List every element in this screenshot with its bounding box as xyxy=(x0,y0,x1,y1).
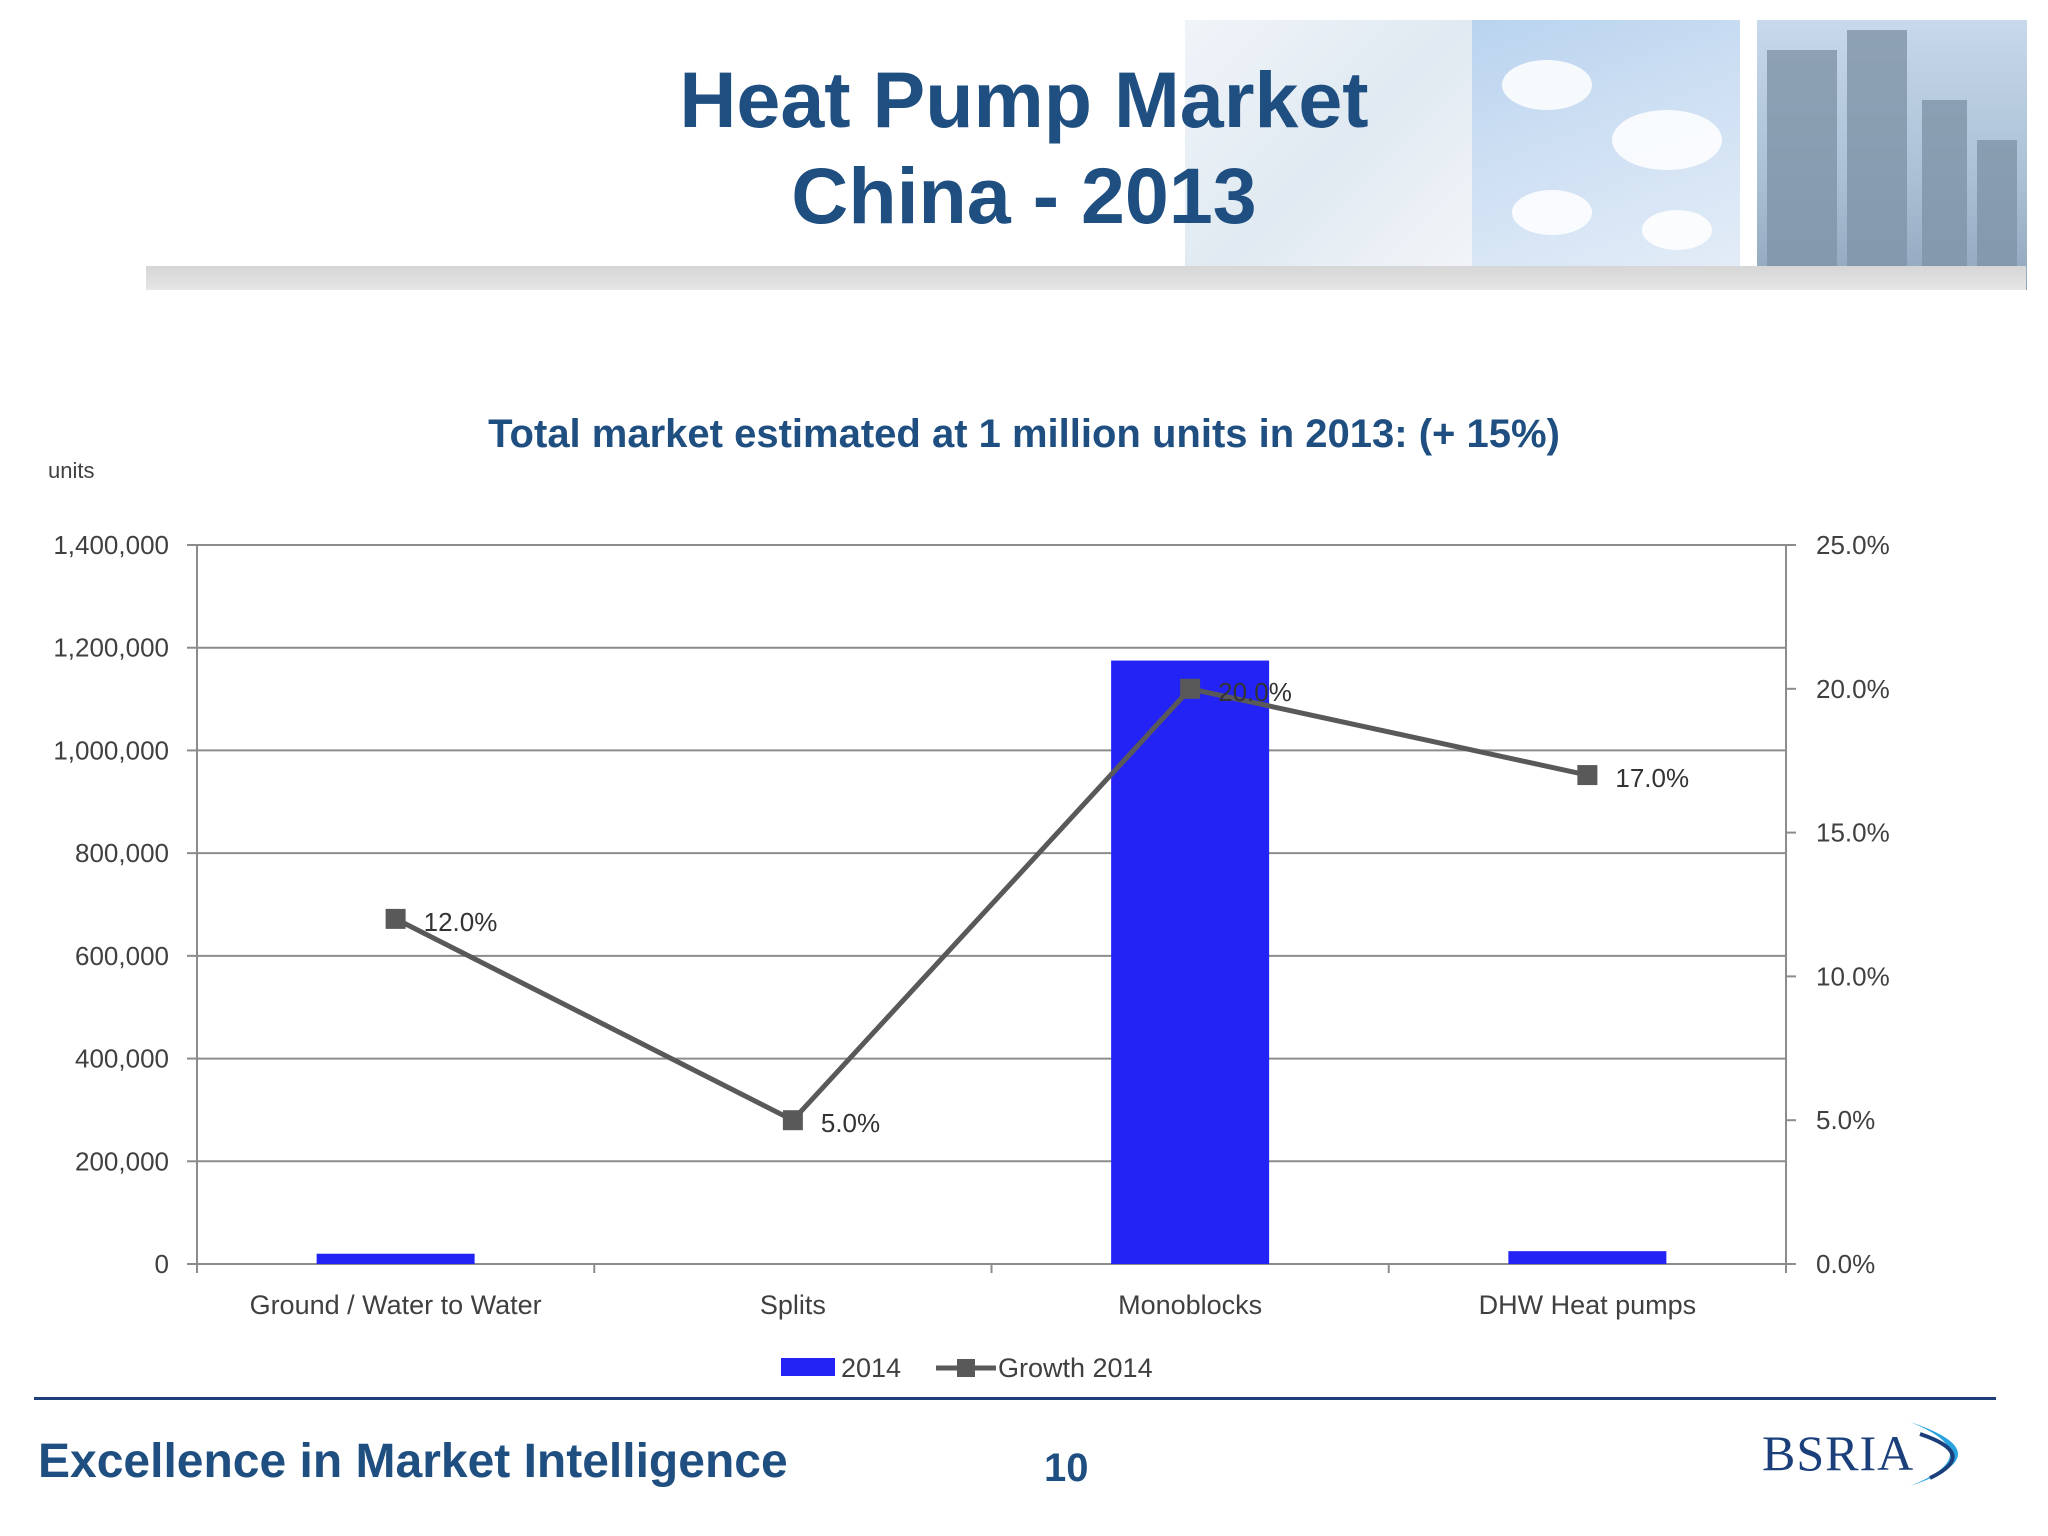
growth-marker-1 xyxy=(385,908,406,929)
growth-marker-3 xyxy=(1180,678,1201,699)
footer-tagline: Excellence in Market Intelligence xyxy=(38,1435,788,1488)
x-category-label: Monoblocks xyxy=(1118,1290,1262,1320)
bsria-logo: BSRIA xyxy=(1760,1416,2006,1492)
slide-title: Heat Pump Market China - 2013 xyxy=(0,52,2048,244)
x-category-label: Splits xyxy=(760,1290,826,1320)
legend-swatch-marker xyxy=(957,1359,975,1377)
y-left-tick-label: 600,000 xyxy=(75,941,169,971)
chart: 0 200,000 400,000 600,000 800,000 1,000,000 1,… xyxy=(53,530,1890,1383)
header-photo-faint xyxy=(1185,20,1475,290)
title-line-2: China - 2013 xyxy=(791,151,1257,240)
y-right-tick-label: 20.0% xyxy=(1816,674,1890,704)
page-number: 10 xyxy=(1044,1446,1089,1490)
logo-text: BSRIA xyxy=(1762,1425,1915,1481)
y-left-tick-label: 1,000,000 xyxy=(53,735,169,765)
growth-marker-4 xyxy=(1577,765,1598,786)
chart-subtitle: Total market estimated at 1 million unit… xyxy=(488,412,1560,456)
y-left-tick-label: 400,000 xyxy=(75,1044,169,1074)
legend-swatch-bar xyxy=(781,1358,835,1376)
growth-data-label: 12.0% xyxy=(424,907,498,937)
y-right-tick-label: 10.0% xyxy=(1816,961,1890,991)
y-left-tick-label: 800,000 xyxy=(75,838,169,868)
footer-divider xyxy=(34,1397,1996,1400)
title-line-1: Heat Pump Market xyxy=(679,55,1369,144)
y-left-tick-label: 1,200,000 xyxy=(53,633,169,663)
y-right-tick-label: 25.0% xyxy=(1816,530,1890,560)
bar-3 xyxy=(1111,660,1270,1264)
y-right-tick-label: 0.0% xyxy=(1816,1249,1875,1279)
y-right-tick-label: 5.0% xyxy=(1816,1105,1875,1135)
y-left-tick-label: 200,000 xyxy=(75,1146,169,1176)
growth-data-label: 20.0% xyxy=(1218,677,1292,707)
growth-data-label: 17.0% xyxy=(1615,763,1689,793)
y-right-tick-label: 15.0% xyxy=(1816,818,1890,848)
growth-data-label: 5.0% xyxy=(821,1108,880,1138)
legend-label-bar: 2014 xyxy=(841,1353,901,1383)
units-label: units xyxy=(48,458,95,483)
header-photo-city xyxy=(1757,20,2027,290)
bar-1 xyxy=(316,1253,475,1264)
legend-label-line: Growth 2014 xyxy=(998,1353,1153,1383)
x-category-label: DHW Heat pumps xyxy=(1479,1290,1697,1320)
x-category-label: Ground / Water to Water xyxy=(250,1290,542,1320)
header-bar xyxy=(146,266,2026,290)
growth-marker-2 xyxy=(782,1110,803,1131)
y-left-tick-label: 1,400,000 xyxy=(53,530,169,560)
bar-4 xyxy=(1508,1251,1667,1264)
header-photo-world-map xyxy=(1472,20,1740,290)
y-left-tick-label: 0 xyxy=(155,1249,169,1279)
growth-line xyxy=(394,686,1588,1124)
